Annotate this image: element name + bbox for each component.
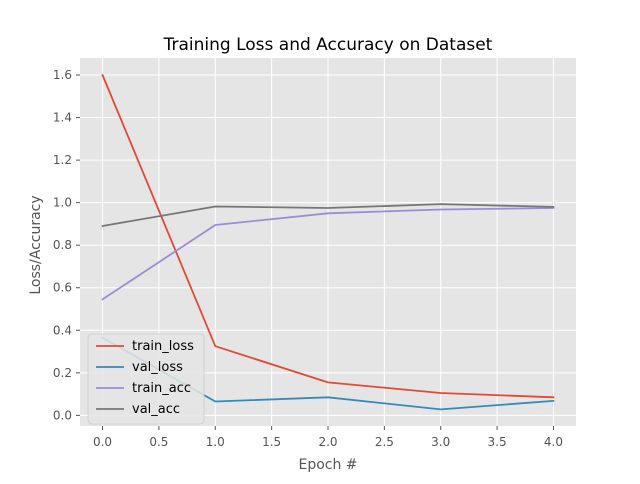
y-tick-label: 1.6: [53, 68, 72, 82]
axis-ticks: 0.0 0.5 1.0 1.5 2.0 2.5 3.0 3.5 4.0 0.0 0.2 0.4 0.6 0…: [53, 68, 563, 449]
x-tick-label: 2.5: [375, 435, 394, 449]
grid: [80, 58, 576, 426]
y-axis-label: Loss/Accuracy: [28, 195, 44, 294]
series-line-val-acc: [101, 203, 555, 227]
y-tick-label: 0.8: [53, 238, 72, 252]
x-tick-label: 1.5: [262, 435, 281, 449]
y-tick-label: 0.0: [53, 408, 72, 422]
chart-title: Training Loss and Accuracy on Dataset: [163, 35, 493, 55]
y-tick-label: 1.0: [53, 196, 72, 210]
legend-label: val_acc: [132, 402, 180, 417]
x-tick-label: 1.0: [206, 435, 225, 449]
series-line-train-acc: [101, 207, 555, 301]
legend-label: val_loss: [132, 360, 183, 375]
x-tick-label: 4.0: [544, 435, 563, 449]
y-tick-label: 0.4: [53, 323, 72, 337]
y-tick-label: 1.2: [53, 153, 72, 167]
legend-label: train_loss: [132, 339, 194, 354]
x-axis-label: Epoch #: [298, 457, 357, 473]
x-tick-label: 3.0: [431, 435, 450, 449]
series-line-train-loss: [101, 74, 555, 399]
y-tick-label: 1.4: [53, 111, 72, 125]
legend-box: [87, 333, 205, 425]
x-tick-label: 0.0: [93, 435, 112, 449]
y-tick-label: 0.2: [53, 366, 72, 380]
x-tick-label: 0.5: [149, 435, 168, 449]
x-tick-label: 2.0: [318, 435, 337, 449]
legend: train_loss val_loss train_acc val_acc: [87, 333, 205, 425]
y-tick-label: 0.6: [53, 281, 72, 295]
x-tick-label: 3.5: [488, 435, 507, 449]
legend-label: train_acc: [132, 381, 191, 396]
